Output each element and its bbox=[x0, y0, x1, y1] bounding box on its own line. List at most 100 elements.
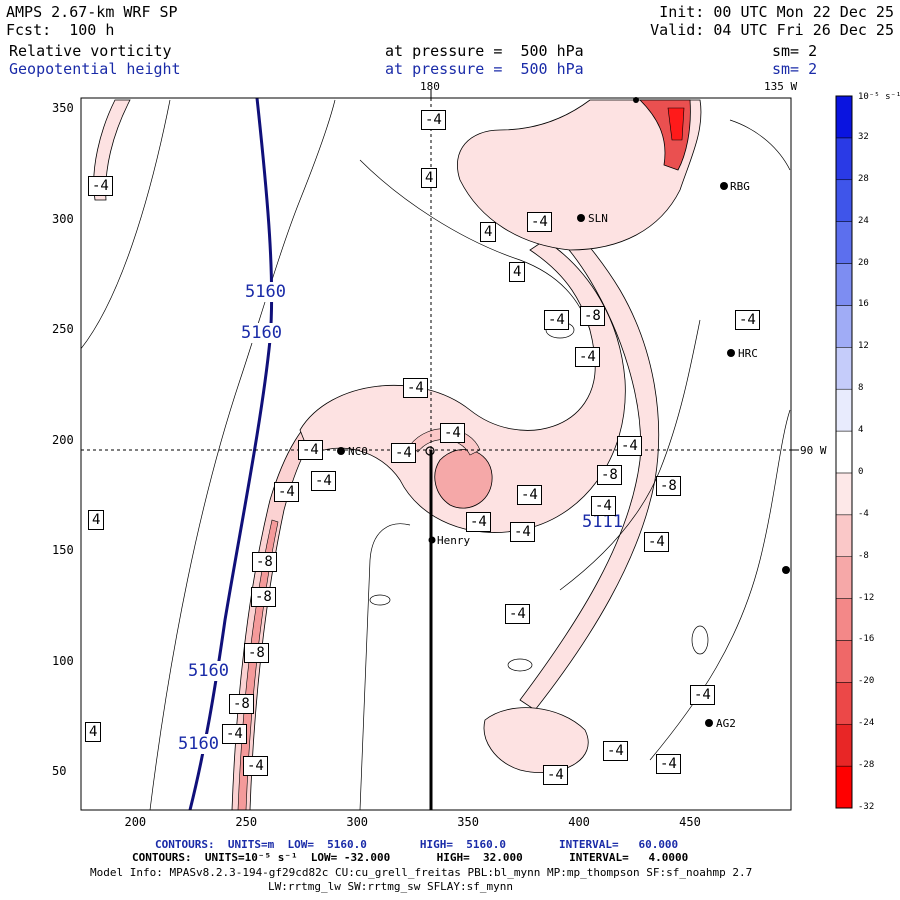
vort-contour-label: -4 bbox=[510, 522, 535, 542]
vort-cyclone-ring bbox=[299, 239, 626, 533]
lon-label-90w: 90 W bbox=[800, 444, 827, 457]
vort-contour-label: -8 bbox=[656, 476, 681, 496]
station-dot-cyclone bbox=[425, 446, 435, 456]
station-label-rbg: RBG bbox=[730, 180, 750, 193]
colorbar-frame bbox=[835, 95, 853, 809]
colorbar-tick-label: -28 bbox=[858, 760, 875, 771]
vort-contour-label: -4 bbox=[656, 754, 681, 774]
vort-contour-label: 4 bbox=[421, 168, 438, 188]
vort-contour-label: -4 bbox=[403, 378, 428, 398]
vorticity-field bbox=[81, 99, 791, 810]
vort-contour-label: -4 bbox=[544, 310, 569, 330]
colorbar-unit: 10⁻⁵ s⁻¹ bbox=[858, 92, 900, 102]
colorbar-tick-label: 16 bbox=[858, 299, 869, 310]
station-dot-rbg bbox=[720, 182, 728, 190]
model-title: AMPS 2.67-km WRF SP bbox=[6, 3, 178, 21]
init-time: Init: 00 UTC Mon 22 Dec 25 bbox=[659, 3, 894, 21]
y-tick-label: 100 bbox=[52, 653, 74, 668]
lon-label-135w: 135 W bbox=[764, 80, 798, 93]
vort-contour-label: -4 bbox=[617, 436, 642, 456]
field2-name: Geopotential height bbox=[9, 60, 181, 78]
vort-contour-label: -4 bbox=[243, 756, 268, 776]
height-contour-5160 bbox=[188, 98, 274, 810]
colorbar-cell bbox=[835, 556, 853, 599]
colorbar-cell bbox=[835, 305, 853, 348]
x-tick-label: 350 bbox=[457, 815, 479, 829]
x-tick-label: 200 bbox=[124, 815, 147, 829]
y-tick-label: 50 bbox=[52, 764, 67, 779]
colorbar-tick-label: -4 bbox=[858, 508, 869, 519]
station-dot-henry bbox=[428, 536, 436, 544]
vort-contour-label: -4 bbox=[466, 512, 491, 532]
height-label: 5160 bbox=[245, 282, 286, 302]
station-label-sln: SLN bbox=[588, 212, 608, 225]
station-label-hrc: HRC bbox=[738, 347, 758, 360]
vort-contour-label: 4 bbox=[480, 222, 497, 242]
vort-contour-label: -4 bbox=[391, 443, 416, 463]
station-dot-north bbox=[633, 97, 639, 103]
y-tick-label: 250 bbox=[52, 322, 74, 337]
vort-contour-label: -8 bbox=[251, 587, 276, 607]
colorbar-cell bbox=[835, 347, 853, 390]
vort-contour-label: -4 bbox=[311, 471, 336, 491]
colorbar bbox=[835, 95, 853, 809]
x-tick-label: 250 bbox=[235, 815, 258, 829]
x-tick-label: 300 bbox=[346, 815, 369, 829]
vort-contour-label: -4 bbox=[690, 685, 715, 705]
vort-contour-label: -4 bbox=[421, 110, 446, 130]
vort-contour-label: 4 bbox=[509, 262, 526, 282]
colorbar-tick-label: 28 bbox=[858, 173, 869, 184]
colorbar-tick-label: 8 bbox=[858, 383, 864, 394]
vort-contour-label: -4 bbox=[575, 347, 600, 367]
vort-contour-label: -4 bbox=[543, 765, 568, 785]
vort-terrain-ne-max bbox=[667, 107, 685, 141]
colorbar-cell bbox=[835, 682, 853, 725]
vort-contour-label: -8 bbox=[252, 552, 277, 572]
x-tick-label: 450 bbox=[679, 815, 701, 829]
field1-level: at pressure = 500 hPa bbox=[385, 42, 584, 60]
valid-time: Valid: 04 UTC Fri 26 Dec 25 bbox=[650, 21, 894, 39]
colorbar-cell bbox=[835, 765, 853, 809]
footer-height-contours: CONTOURS: UNITS=m LOW= 5160.0 HIGH= 5160… bbox=[155, 838, 679, 851]
station-label-ag2: AG2 bbox=[716, 717, 736, 730]
vort-contour-label: -4 bbox=[517, 485, 542, 505]
station-dot-nco bbox=[337, 447, 345, 455]
footer-physics: LW:rrtmg_lw SW:rrtmg_sw SFLAY:sf_mynn bbox=[268, 880, 514, 893]
vort-contour-label: -4 bbox=[274, 482, 299, 502]
colorbar-cell bbox=[835, 514, 853, 557]
colorbar-cell bbox=[835, 137, 853, 181]
colorbar-cell bbox=[835, 263, 853, 306]
vort-contour-label: -8 bbox=[244, 643, 269, 663]
colorbar-cell bbox=[835, 472, 853, 516]
x-tick-label: 400 bbox=[568, 815, 590, 829]
vort-cyclone-core bbox=[434, 449, 493, 509]
height-label: 5160 bbox=[178, 734, 219, 754]
station-dot-ag2 bbox=[705, 719, 713, 727]
vort-contour-label: -8 bbox=[229, 694, 254, 714]
colorbar-tick-label: -16 bbox=[858, 634, 875, 645]
colorbar-tick-label: 4 bbox=[858, 425, 864, 436]
y-tick-label: 300 bbox=[52, 211, 74, 226]
height-label: 5160 bbox=[241, 323, 282, 343]
colorbar-cell bbox=[835, 95, 853, 139]
colorbar-cell bbox=[835, 221, 853, 264]
vort-contour-label: -4 bbox=[527, 212, 552, 232]
vort-contour-label: -4 bbox=[644, 532, 669, 552]
colorbar-cell bbox=[835, 430, 853, 474]
footer-vort-contours: CONTOURS: UNITS=10⁻⁵ s⁻¹ LOW= -32.000 HI… bbox=[132, 851, 689, 864]
colorbar-cell bbox=[835, 388, 853, 432]
station-dot-hrc bbox=[727, 349, 735, 357]
colorbar-tick-label: -32 bbox=[858, 802, 875, 812]
vort-contour-label: -4 bbox=[735, 310, 760, 330]
y-tick-label: 150 bbox=[52, 543, 74, 558]
colorbar-tick-label: 32 bbox=[858, 131, 869, 142]
field2-level: at pressure = 500 hPa bbox=[385, 60, 584, 78]
vort-contour-label: -4 bbox=[222, 724, 247, 744]
forecast-hour: Fcst: 100 h bbox=[6, 21, 115, 39]
station-label-henry: Henry bbox=[437, 534, 471, 547]
colorbar-cell bbox=[835, 179, 853, 222]
vort-contour-label: -4 bbox=[298, 440, 323, 460]
colorbar-cell bbox=[835, 598, 853, 641]
colorbar-tick-label: 0 bbox=[858, 466, 864, 477]
